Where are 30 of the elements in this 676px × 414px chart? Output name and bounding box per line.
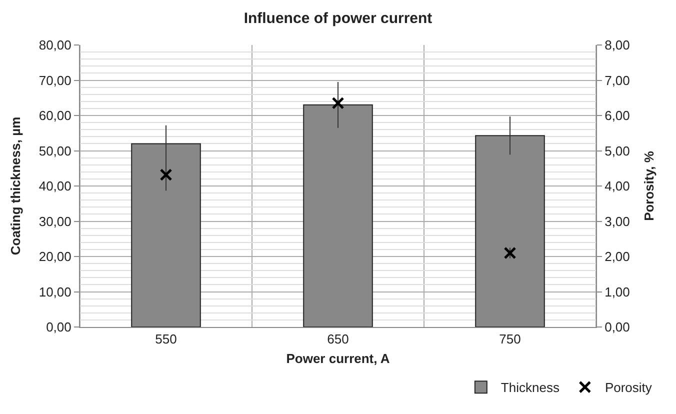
y-tick-label: 70,00 (38, 72, 72, 88)
y-tick-label: 0,00 (46, 320, 72, 335)
point (332, 96, 344, 110)
x-axis-title: Power current, A (286, 351, 390, 366)
y2-tick-label: 3,00 (604, 214, 630, 229)
y2-axis-title: Porosity, % (642, 150, 657, 221)
y2-tick-label: 2,00 (604, 249, 630, 264)
y2-tick-label: 6,00 (604, 108, 630, 124)
x-tick-label: 550 (155, 332, 177, 347)
chart-title: Influence of power current (244, 10, 432, 27)
legend-label: Porosity (604, 380, 652, 396)
x-tick-label: 750 (499, 332, 521, 347)
point (160, 168, 172, 181)
y-tick-label: 40,00 (38, 178, 72, 194)
x-tick-label: 650 (327, 332, 349, 347)
y-tick-label: 60,00 (38, 108, 72, 124)
point (504, 246, 516, 260)
y-tick-label: 10,00 (38, 284, 72, 300)
y2-tick-label: 8,00 (604, 38, 630, 53)
y2-tick-label: 4,00 (604, 178, 630, 194)
y2-tick-label: 5,00 (604, 143, 630, 158)
legend-label: Thickness (500, 380, 560, 396)
y2-tick-label: 7,00 (604, 72, 630, 88)
y2-tick-label: 0,00 (604, 320, 630, 335)
y2-tick-label: 1,00 (604, 284, 630, 300)
y-tick-label: 80,00 (38, 38, 72, 53)
y-tick-label: 30,00 (38, 214, 72, 229)
y-tick-label: 50,00 (38, 143, 72, 158)
y-axis-title: Coating thickness, µm (8, 116, 23, 256)
y-tick-label: 20,00 (38, 249, 72, 264)
